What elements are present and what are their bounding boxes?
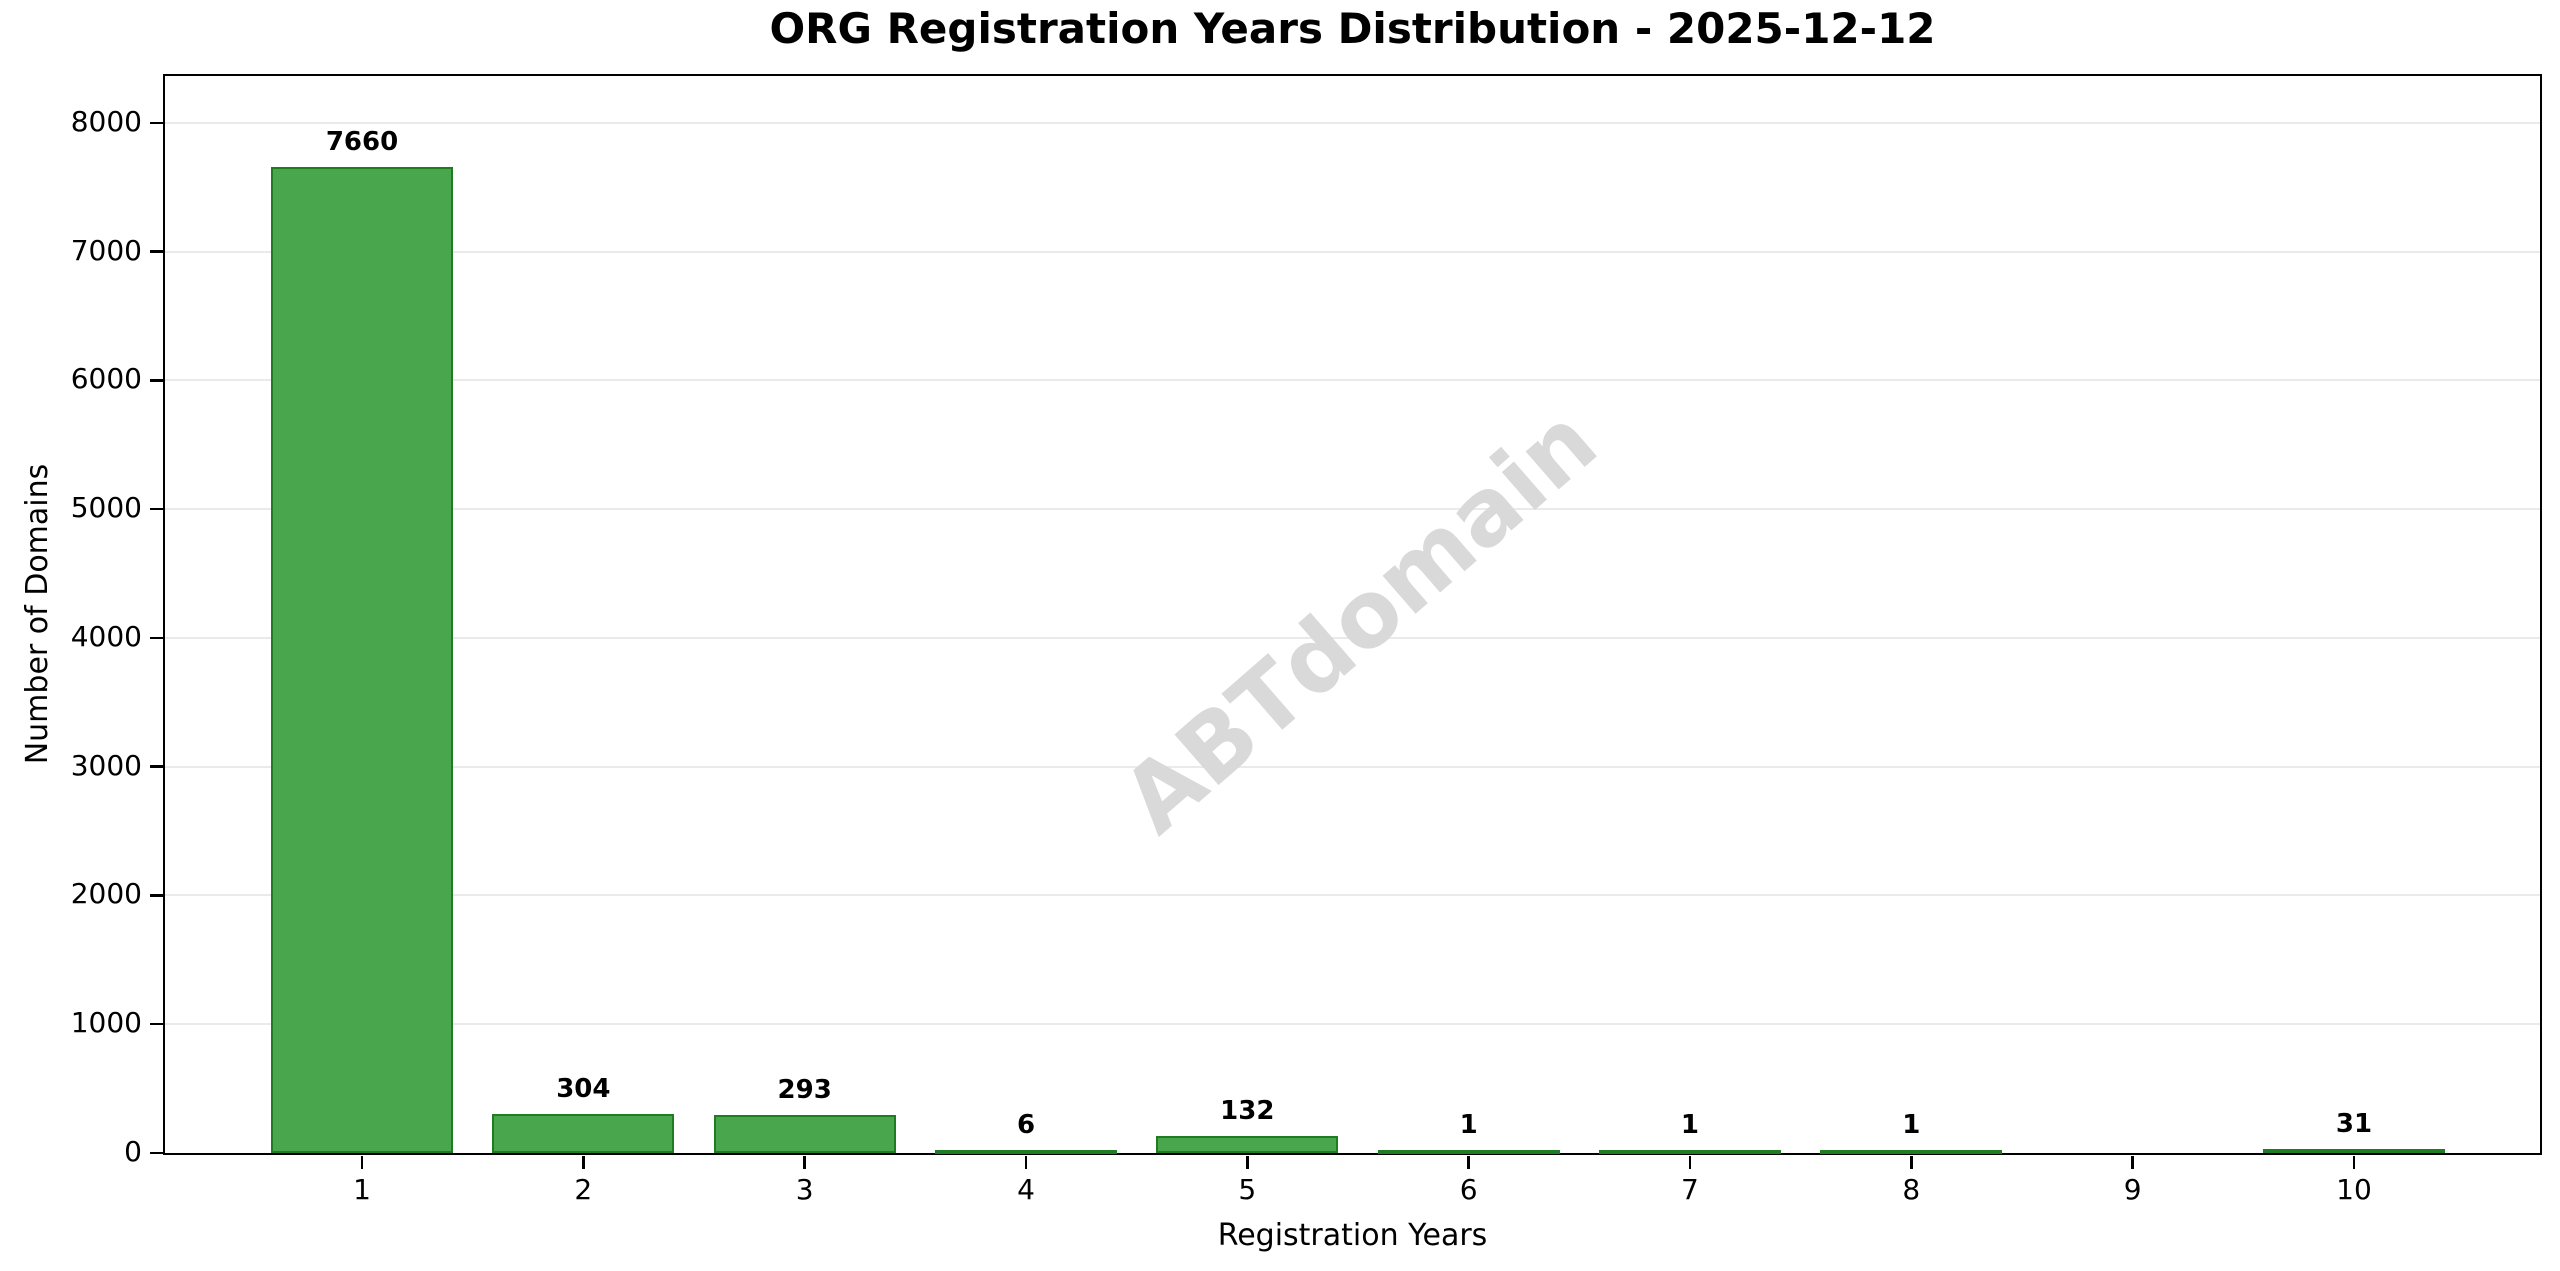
x-tick-mark-10 bbox=[2352, 1155, 2356, 1169]
plot-area: ABTdomain 7660 304 293 6 132 1 1 1 31 bbox=[163, 74, 2542, 1155]
bar-year-1 bbox=[271, 166, 453, 1153]
y-tick-label-0: 0 bbox=[124, 1135, 142, 1168]
watermark-text: ABTdomain bbox=[1102, 387, 1617, 854]
x-tick-label-7: 7 bbox=[1681, 1173, 1699, 1206]
chart-title: ORG Registration Years Distribution - 20… bbox=[769, 4, 1936, 53]
x-tick-label-4: 4 bbox=[1017, 1173, 1035, 1206]
y-tick-mark-6000 bbox=[150, 379, 163, 382]
bar-value-label-2: 304 bbox=[556, 1073, 611, 1104]
x-tick-label-3: 3 bbox=[795, 1173, 814, 1206]
x-tick-label-6: 6 bbox=[1459, 1173, 1478, 1206]
gridline-y-3000 bbox=[165, 765, 2540, 768]
x-axis-title: Registration Years bbox=[1217, 1218, 1488, 1253]
gridline-y-2000 bbox=[165, 894, 2540, 897]
bar-year-3 bbox=[713, 1115, 896, 1153]
y-tick-label-4000: 4000 bbox=[70, 619, 142, 653]
y-tick-label-5000: 5000 bbox=[70, 491, 142, 525]
y-tick-mark-5000 bbox=[150, 507, 163, 511]
x-tick-mark-6 bbox=[1467, 1155, 1470, 1169]
y-tick-mark-4000 bbox=[150, 636, 163, 640]
y-tick-label-2000: 2000 bbox=[70, 877, 142, 911]
x-tick-label-1: 1 bbox=[353, 1173, 371, 1206]
x-tick-mark-1 bbox=[360, 1155, 364, 1169]
x-tick-mark-9 bbox=[2131, 1155, 2134, 1169]
y-tick-mark-7000 bbox=[150, 250, 163, 253]
y-tick-mark-3000 bbox=[150, 765, 163, 768]
y-tick-label-6000: 6000 bbox=[70, 362, 142, 396]
x-tick-label-9: 9 bbox=[2123, 1173, 2142, 1206]
gridline-y-4000 bbox=[165, 636, 2540, 639]
bar-year-8 bbox=[1820, 1150, 2003, 1154]
bar-year-6 bbox=[1377, 1150, 1560, 1154]
y-tick-mark-8000 bbox=[150, 121, 163, 125]
y-axis-title: Number of Domains bbox=[20, 463, 55, 765]
gridline-y-7000 bbox=[165, 250, 2540, 253]
x-tick-mark-7 bbox=[1688, 1155, 1692, 1169]
bar-value-label-4: 6 bbox=[1016, 1110, 1036, 1140]
bar-year-10 bbox=[2262, 1149, 2445, 1153]
x-tick-mark-5 bbox=[1246, 1155, 1249, 1169]
bar-year-5 bbox=[1156, 1136, 1339, 1153]
x-tick-label-10: 10 bbox=[2336, 1173, 2372, 1206]
y-tick-mark-1000 bbox=[150, 1022, 163, 1026]
x-tick-mark-8 bbox=[1910, 1155, 1913, 1169]
y-tick-mark-2000 bbox=[150, 894, 163, 897]
x-tick-mark-4 bbox=[1024, 1155, 1028, 1169]
x-tick-mark-3 bbox=[803, 1155, 806, 1169]
gridline-y-5000 bbox=[165, 508, 2540, 511]
bar-year-7 bbox=[1598, 1150, 1781, 1154]
bar-value-label-10: 31 bbox=[2335, 1109, 2373, 1139]
bar-year-2 bbox=[492, 1113, 675, 1153]
bar-value-label-6: 1 bbox=[1459, 1110, 1478, 1140]
bar-value-label-3: 293 bbox=[777, 1075, 832, 1106]
y-tick-label-8000: 8000 bbox=[70, 104, 142, 138]
bar-value-label-1: 7660 bbox=[325, 126, 399, 157]
x-tick-mark-2 bbox=[582, 1155, 585, 1169]
y-tick-label-7000: 7000 bbox=[70, 233, 142, 267]
y-tick-label-3000: 3000 bbox=[70, 748, 142, 782]
x-tick-label-2: 2 bbox=[574, 1173, 593, 1206]
bar-year-4 bbox=[934, 1150, 1117, 1154]
y-tick-mark-0 bbox=[150, 1151, 163, 1155]
y-tick-label-1000: 1000 bbox=[70, 1006, 142, 1040]
bar-value-label-7: 1 bbox=[1680, 1110, 1700, 1140]
gridline-y-1000 bbox=[165, 1023, 2540, 1026]
x-tick-label-5: 5 bbox=[1238, 1173, 1257, 1206]
bar-value-label-5: 132 bbox=[1220, 1096, 1275, 1126]
gridline-y-8000 bbox=[165, 121, 2540, 124]
x-tick-label-8: 8 bbox=[1902, 1173, 1921, 1206]
gridline-y-6000 bbox=[165, 379, 2540, 382]
bar-value-label-8: 1 bbox=[1902, 1110, 1921, 1140]
